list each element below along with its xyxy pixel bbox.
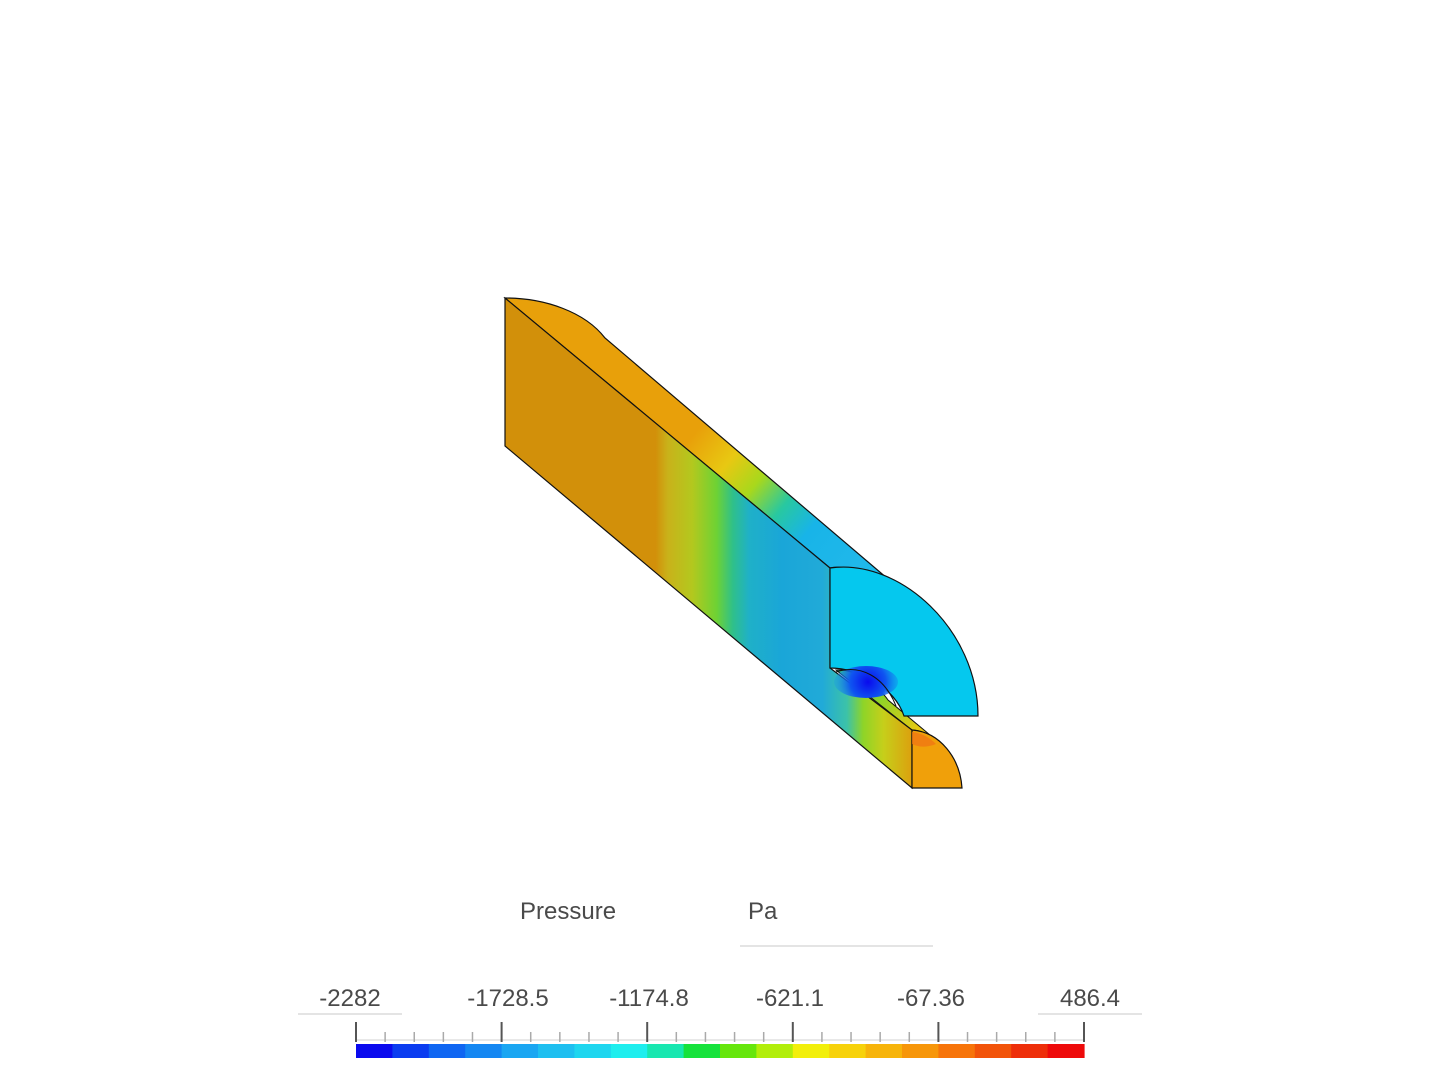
colorbar-segment: [501, 1044, 539, 1058]
colorbar-segment: [720, 1044, 757, 1058]
legend-tick-label: -1174.8: [609, 985, 689, 1012]
colorbar-segment: [356, 1044, 393, 1058]
legend-quantity-label: Pressure: [520, 898, 617, 925]
colorbar-segment: [829, 1044, 867, 1058]
colorbar-segment: [538, 1044, 575, 1058]
tick-label-underline: [298, 1013, 402, 1015]
colorbar-segment: [392, 1044, 430, 1058]
unit-underline: [740, 945, 933, 947]
model-step-arc: [835, 669, 897, 707]
colorbar-segment: [902, 1044, 939, 1058]
3d-viewport[interactable]: [0, 0, 1440, 860]
model-side-face: [504, 296, 913, 790]
colorbar-segment: [1047, 1044, 1085, 1058]
legend-tick-label: -67.36: [896, 985, 966, 1012]
pressure-contour-model: [503, 296, 979, 790]
colorbar-segment: [610, 1044, 648, 1058]
legend-tick-label: 486.4: [1059, 985, 1121, 1012]
colorbar-segment: [974, 1044, 1012, 1058]
pressure-minimum-spot: [834, 666, 898, 698]
tick-label-underline: [1038, 1013, 1142, 1015]
colorbar-segment: [428, 1044, 466, 1058]
colorbar-segment: [756, 1044, 794, 1058]
colorbar-segment: [574, 1044, 612, 1058]
legend-tick-label: -2282: [319, 985, 381, 1012]
colorbar-segment: [865, 1044, 903, 1058]
colorbar-segment: [683, 1044, 721, 1058]
colorbar-segment: [938, 1044, 976, 1058]
colorbar-segment: [1011, 1044, 1049, 1058]
legend-tick-label: -1728.5: [467, 985, 549, 1012]
colorbar-segment: [647, 1044, 685, 1058]
legend-unit-label: Pa: [748, 898, 778, 925]
legend-tick-label: -621.1: [755, 985, 825, 1012]
legend-colorbar: [355, 1022, 1085, 1058]
model-outlet-tip-hotspot: [912, 732, 936, 747]
colorbar-segment: [792, 1044, 830, 1058]
colorbar-segment: [465, 1044, 503, 1058]
